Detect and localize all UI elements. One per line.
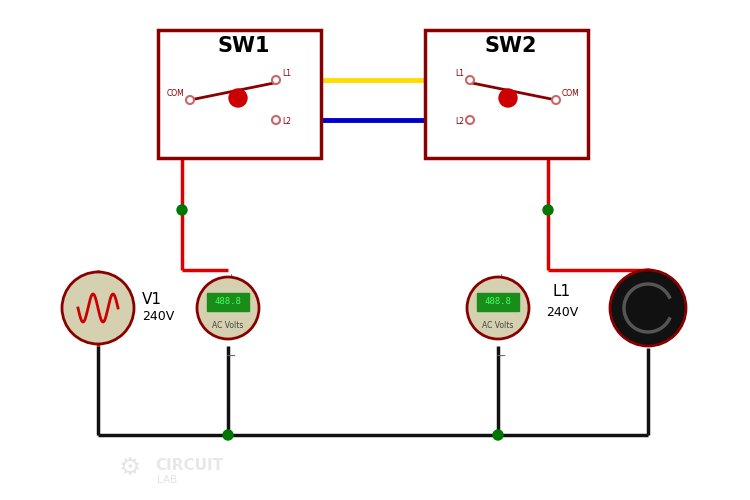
Circle shape bbox=[610, 270, 686, 346]
Text: SW2: SW2 bbox=[484, 36, 537, 56]
Text: ⚙: ⚙ bbox=[118, 456, 141, 480]
Circle shape bbox=[223, 430, 233, 440]
Circle shape bbox=[467, 277, 529, 339]
Circle shape bbox=[229, 89, 247, 107]
Text: AC Volts: AC Volts bbox=[212, 322, 244, 330]
Text: SW1: SW1 bbox=[217, 36, 270, 56]
Bar bbox=[425, 30, 588, 158]
Text: COM: COM bbox=[166, 90, 184, 98]
Text: −: − bbox=[226, 350, 236, 362]
Text: L1: L1 bbox=[455, 70, 464, 78]
Text: 240V: 240V bbox=[142, 310, 174, 324]
Text: L2: L2 bbox=[282, 118, 291, 126]
Circle shape bbox=[499, 89, 517, 107]
Circle shape bbox=[62, 272, 134, 344]
Circle shape bbox=[552, 96, 560, 104]
Text: +: + bbox=[226, 273, 236, 283]
Circle shape bbox=[543, 205, 553, 215]
Circle shape bbox=[466, 116, 474, 124]
Bar bbox=[477, 293, 519, 311]
Circle shape bbox=[197, 277, 259, 339]
Text: L1: L1 bbox=[282, 70, 291, 78]
Circle shape bbox=[177, 205, 187, 215]
Text: −: − bbox=[496, 350, 506, 362]
Text: COM: COM bbox=[562, 90, 580, 98]
Bar bbox=[158, 30, 321, 158]
Text: 488.8: 488.8 bbox=[214, 298, 242, 306]
Text: LAB: LAB bbox=[157, 475, 177, 485]
Text: +: + bbox=[496, 273, 506, 283]
Circle shape bbox=[272, 76, 280, 84]
Bar bbox=[207, 293, 249, 311]
Text: L1: L1 bbox=[553, 284, 571, 300]
Text: 240V: 240V bbox=[546, 306, 578, 318]
Circle shape bbox=[466, 76, 474, 84]
Text: CIRCUIT: CIRCUIT bbox=[155, 458, 224, 473]
Circle shape bbox=[493, 430, 503, 440]
Text: L2: L2 bbox=[455, 118, 464, 126]
Text: AC Volts: AC Volts bbox=[482, 322, 514, 330]
Text: 488.8: 488.8 bbox=[484, 298, 512, 306]
Circle shape bbox=[272, 116, 280, 124]
Circle shape bbox=[186, 96, 194, 104]
Text: V1: V1 bbox=[142, 292, 162, 306]
